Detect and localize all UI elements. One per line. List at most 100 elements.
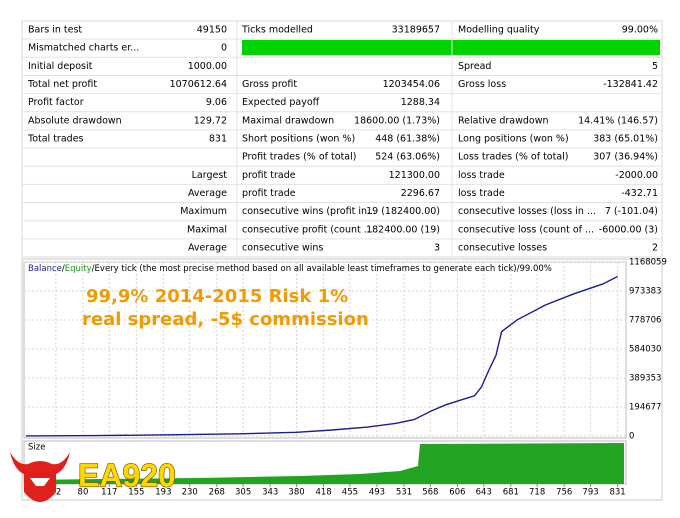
cell: 33189657 (392, 25, 440, 36)
cell: loss trade (458, 170, 505, 181)
cell: consecutive wins (profit in... (242, 206, 376, 217)
cell: Average (188, 242, 227, 253)
cell: 5 (652, 61, 658, 72)
y-tick-label: 389353 (629, 374, 661, 384)
cell: consecutive losses (458, 242, 547, 253)
cell: 19 (182400.00) (366, 206, 440, 217)
size-histogram (26, 443, 624, 484)
cell: 99.00% (622, 25, 658, 36)
cell: Initial deposit (28, 61, 93, 72)
legend-separator: / (92, 264, 95, 274)
cell: Maximal (187, 224, 227, 235)
cell: 831 (209, 134, 227, 145)
x-tick-label: 343 (262, 488, 278, 498)
balance-line (25, 275, 618, 437)
cell: Relative drawdown (458, 115, 549, 126)
x-tick-label: 418 (315, 488, 331, 498)
cell: Largest (192, 170, 228, 181)
x-tick-label: 793 (582, 488, 598, 498)
cell: 1000.00 (188, 61, 227, 72)
cell: -2000.00 (615, 170, 658, 181)
cell: Loss trades (% of total) (458, 152, 569, 163)
legend-separator: / (517, 264, 520, 274)
legend-separator: / (62, 264, 65, 274)
cell: 1288.34 (401, 97, 440, 108)
x-tick-label: 756 (556, 488, 572, 498)
x-tick-label: 681 (503, 488, 519, 498)
cell: 2 (652, 242, 658, 253)
cell: Average (188, 188, 227, 199)
cell: consecutive loss (count of ... (458, 224, 594, 235)
cell: consecutive losses (loss in ... (458, 206, 596, 217)
cell: 448 (61.38%) (375, 134, 440, 145)
cell: Ticks modelled (241, 25, 313, 36)
cell: Absolute drawdown (28, 115, 122, 126)
x-tick-label: 493 (369, 488, 385, 498)
x-tick-label: 606 (449, 488, 465, 498)
x-tick-label: 230 (182, 488, 198, 498)
table-frame (21, 20, 663, 258)
y-tick-label: 973383 (629, 286, 661, 296)
legend-entry: Balance (28, 264, 62, 274)
x-tick-label: 155 (128, 488, 144, 498)
cell: Bars in test (28, 25, 82, 36)
logo-text: EA920 (78, 457, 176, 493)
annotation: 99,9% 2014-2015 Risk 1% (86, 286, 348, 307)
legend: Balance/Equity/Every tick (the most prec… (28, 264, 552, 274)
logo-icon (10, 452, 70, 502)
cell: loss trade (458, 188, 505, 199)
cell: 524 (63.06%) (375, 152, 440, 163)
cell: 1070612.64 (170, 79, 227, 90)
cell: 383 (65.01%) (593, 134, 658, 145)
cell: -6000.00 (3) (599, 224, 658, 235)
x-tick-label: 193 (155, 488, 171, 498)
x-tick-label: 80 (78, 488, 89, 498)
mismatch-bar (242, 40, 660, 55)
cell: 7 (-101.04) (605, 206, 658, 217)
x-tick-label: 455 (342, 488, 358, 498)
logo: EA920 (10, 452, 176, 502)
x-tick-label: 305 (235, 488, 251, 498)
logo-detail (30, 478, 50, 486)
y-tick-label: 194677 (629, 402, 661, 412)
cell: 49150 (197, 25, 227, 36)
cell: profit trade (242, 188, 296, 199)
cell: Expected payoff (242, 97, 320, 108)
cell: 9.06 (206, 97, 227, 108)
x-tick-label: 831 (609, 488, 625, 498)
y-tick-label: 0 (629, 432, 634, 442)
cell: Long positions (won %) (458, 134, 569, 145)
cell: 0 (221, 43, 227, 54)
cell: Maximal drawdown (242, 115, 334, 126)
cell: 129.72 (194, 115, 227, 126)
x-tick-label: 42 (50, 488, 61, 498)
cell: 307 (36.94%) (593, 152, 658, 163)
cell: 3 (434, 242, 440, 253)
cell: consecutive wins (242, 242, 323, 253)
legend-entry: 99.00% (519, 264, 551, 274)
x-tick-label: 380 (288, 488, 304, 498)
cell: Profit trades (% of total) (242, 152, 356, 163)
x-tick-label: 568 (422, 488, 438, 498)
cell: Gross loss (458, 79, 506, 90)
cell: Gross profit (242, 79, 297, 90)
cell: -432.71 (621, 188, 658, 199)
table: Bars in test 49150 Ticks modelled 33189657 M… (22, 21, 662, 257)
cell: 2296.67 (401, 188, 440, 199)
cell: consecutive profit (count ... (242, 224, 373, 235)
cell: 1203454.06 (383, 79, 440, 90)
cell: 121300.00 (389, 170, 440, 181)
cell: Spread (458, 61, 491, 72)
x-tick-label: 117 (101, 488, 117, 498)
chart: 0 194677 389353 584030 778706 973383 1168059 42… (24, 258, 667, 498)
size-label: Size (28, 443, 45, 453)
x-tick-label: 643 (476, 488, 492, 498)
x-tick-label: 268 (209, 488, 225, 498)
cell: Mismatched charts er... (28, 43, 139, 54)
cell: Short positions (won %) (242, 134, 355, 145)
y-tick-label: 1168059 (629, 258, 667, 268)
cell: 18600.00 (1.73%) (354, 115, 440, 126)
cell: Total trades (27, 134, 84, 145)
y-tick-label: 584030 (629, 344, 661, 354)
